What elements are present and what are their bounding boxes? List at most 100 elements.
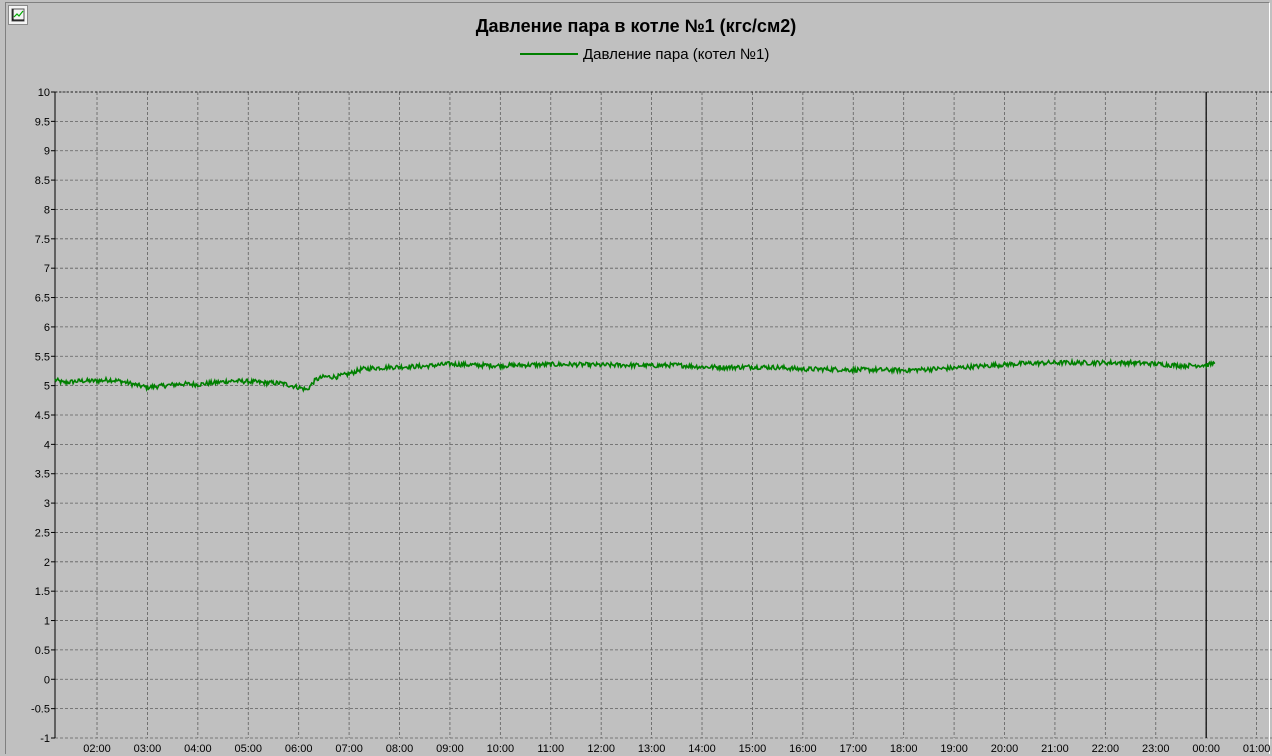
series-point <box>625 364 627 366</box>
series-point <box>138 385 140 387</box>
series-point <box>1029 362 1031 364</box>
x-tick-label: 00:00 <box>1192 743 1220 755</box>
series-point <box>79 380 81 382</box>
y-tick-label: 8.5 <box>35 175 50 187</box>
series-point <box>1003 363 1006 366</box>
series-point <box>978 365 980 367</box>
x-tick-label: 18:00 <box>890 743 918 755</box>
x-tick-label: 09:00 <box>436 743 464 755</box>
y-tick-label: 5 <box>44 381 50 393</box>
series-point <box>1079 362 1081 364</box>
series-point <box>550 363 552 366</box>
series-point <box>323 376 325 378</box>
series-point <box>96 380 98 382</box>
series-point <box>474 364 476 366</box>
y-tick-label: 10 <box>38 87 50 99</box>
y-tick-label: 3 <box>44 498 50 510</box>
series-point <box>1180 365 1182 367</box>
x-tick-label: 02:00 <box>83 743 111 755</box>
series-point <box>247 380 249 383</box>
series-point <box>314 379 317 381</box>
series-point <box>54 379 56 381</box>
series-point <box>726 366 728 369</box>
series-point <box>449 363 451 365</box>
series-point <box>1213 362 1216 364</box>
series-point <box>827 368 829 370</box>
x-tick-label: 21:00 <box>1041 743 1069 755</box>
y-tick-label: 6 <box>44 322 50 334</box>
y-tick-label: 7 <box>44 263 50 275</box>
x-tick-label: 20:00 <box>991 743 1019 755</box>
series-point <box>600 364 602 366</box>
series-point <box>335 376 338 378</box>
x-tick-label: 22:00 <box>1092 743 1120 755</box>
y-tick-label: 6.5 <box>35 293 50 305</box>
series-point <box>373 367 375 369</box>
series-line-boiler-1 <box>54 357 1216 393</box>
series-point <box>146 386 149 388</box>
x-tick-label: 06:00 <box>285 743 313 755</box>
series-point <box>802 368 804 370</box>
x-tick-label: 13:00 <box>638 743 666 755</box>
series-point <box>306 389 308 391</box>
chart-glyph-icon <box>11 8 25 22</box>
series-point <box>877 369 880 371</box>
x-tick-label: 08:00 <box>386 743 414 755</box>
y-tick-label: 9 <box>44 146 50 158</box>
y-tick-label: 3.5 <box>35 469 50 481</box>
series-point <box>701 366 703 368</box>
y-tick-label: 0.5 <box>35 645 50 657</box>
series-point <box>121 380 123 383</box>
x-tick-label: 15:00 <box>739 743 767 755</box>
series-point <box>777 366 779 369</box>
series-point <box>903 369 905 371</box>
legend-label: Давление пара (котел №1) <box>583 45 770 63</box>
x-tick-label: 03:00 <box>134 743 162 755</box>
series-point <box>163 385 165 387</box>
x-tick-label: 19:00 <box>940 743 968 755</box>
series-point <box>1155 363 1157 365</box>
x-tick-label: 01:00 <box>1243 743 1271 755</box>
y-tick-label: 7.5 <box>35 234 50 246</box>
x-tick-label: 07:00 <box>335 743 363 755</box>
y-tick-label: 1 <box>44 616 50 628</box>
x-tick-label: 23:00 <box>1142 743 1170 755</box>
y-tick-label: 0 <box>44 674 50 686</box>
x-tick-label: 10:00 <box>487 743 515 755</box>
y-tick-label: 4 <box>44 439 50 451</box>
x-tick-label: 04:00 <box>184 743 212 755</box>
y-tick-label: 2.5 <box>35 527 50 539</box>
y-tick-label: -1 <box>40 733 50 745</box>
x-tick-label: 17:00 <box>839 743 867 755</box>
y-tick-label: 5.5 <box>35 351 50 363</box>
series-point <box>264 382 266 384</box>
series-point <box>953 367 955 369</box>
series-point <box>424 365 426 367</box>
series-point <box>852 369 854 371</box>
y-tick-label: 9.5 <box>35 116 50 128</box>
series-point <box>1104 362 1106 364</box>
x-tick-label: 11:00 <box>537 743 564 755</box>
chart-settings-icon[interactable] <box>8 5 28 25</box>
y-tick-label: 8 <box>44 204 50 216</box>
series-point <box>575 363 577 366</box>
series-point <box>676 364 678 366</box>
series-point <box>361 368 363 370</box>
chart-frame <box>5 2 1270 754</box>
series-point <box>751 366 754 368</box>
y-tick-label: -0.5 <box>31 704 50 716</box>
series-point <box>197 383 199 386</box>
series-point <box>62 382 65 384</box>
series-point <box>650 365 653 367</box>
x-tick-label: 14:00 <box>688 743 716 755</box>
x-tick-label: 12:00 <box>587 743 615 755</box>
y-tick-label: 4.5 <box>35 410 50 422</box>
y-tick-label: 1.5 <box>35 586 50 598</box>
x-tick-label: 05:00 <box>234 743 262 755</box>
series-point <box>348 373 350 375</box>
series-point <box>1129 362 1132 364</box>
x-tick-label: 16:00 <box>789 743 817 755</box>
series-point <box>398 366 401 368</box>
legend-swatch <box>520 53 578 55</box>
